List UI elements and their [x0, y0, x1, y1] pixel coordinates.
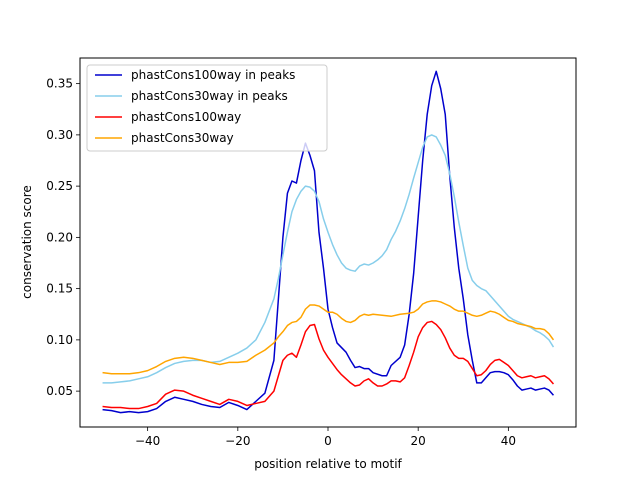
x-tick-label: −20: [225, 434, 250, 448]
y-axis-label: conservation score: [20, 185, 34, 299]
legend: phastCons100way in peaks phastCons30way i…: [86, 64, 328, 152]
y-tick-label: 0.25: [46, 179, 73, 193]
x-tick-label: 40: [501, 434, 516, 448]
series-line-phastcons100way: [102, 320, 555, 410]
x-axis-label: position relative to motif: [254, 457, 402, 471]
legend-box: [86, 64, 328, 152]
y-axis-ticks: 0.05 0.10 0.15 0.20 0.25 0.30 0.35: [46, 77, 80, 398]
series-line-phastcons30way: [102, 300, 555, 375]
y-tick-label: 0.30: [46, 128, 73, 142]
series-layer: [102, 70, 555, 414]
y-tick-label: 0.10: [46, 333, 73, 347]
series-line-phastcons30way-in-peaks: [102, 134, 555, 384]
legend-label: phastCons100way: [131, 110, 241, 124]
y-tick-label: 0.20: [46, 230, 73, 244]
y-tick-label: 0.35: [46, 77, 73, 91]
series-line-phastcons100way-in-peaks: [102, 70, 555, 414]
legend-label: phastCons30way in peaks: [131, 89, 288, 103]
x-tick-label: −40: [135, 434, 160, 448]
x-tick-label: 0: [324, 434, 332, 448]
y-tick-label: 0.15: [46, 282, 73, 296]
y-tick-label: 0.05: [46, 384, 73, 398]
x-tick-label: 20: [411, 434, 426, 448]
legend-label: phastCons30way: [131, 131, 234, 145]
legend-label: phastCons100way in peaks: [131, 68, 295, 82]
x-axis-ticks: −40 −20 0 20 40: [135, 427, 516, 448]
